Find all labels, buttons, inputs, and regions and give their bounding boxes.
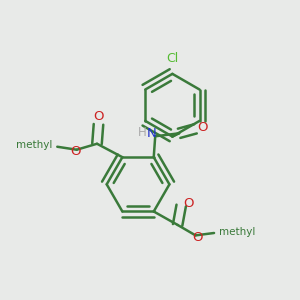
Text: O: O: [70, 145, 81, 158]
Text: O: O: [93, 110, 104, 123]
Text: N: N: [147, 128, 157, 140]
Text: methyl: methyl: [16, 140, 52, 150]
Text: Cl: Cl: [166, 52, 178, 65]
Text: methyl: methyl: [219, 226, 256, 236]
Text: O: O: [192, 231, 202, 244]
Text: O: O: [197, 121, 207, 134]
Text: O: O: [183, 196, 194, 210]
Text: H: H: [137, 126, 146, 139]
